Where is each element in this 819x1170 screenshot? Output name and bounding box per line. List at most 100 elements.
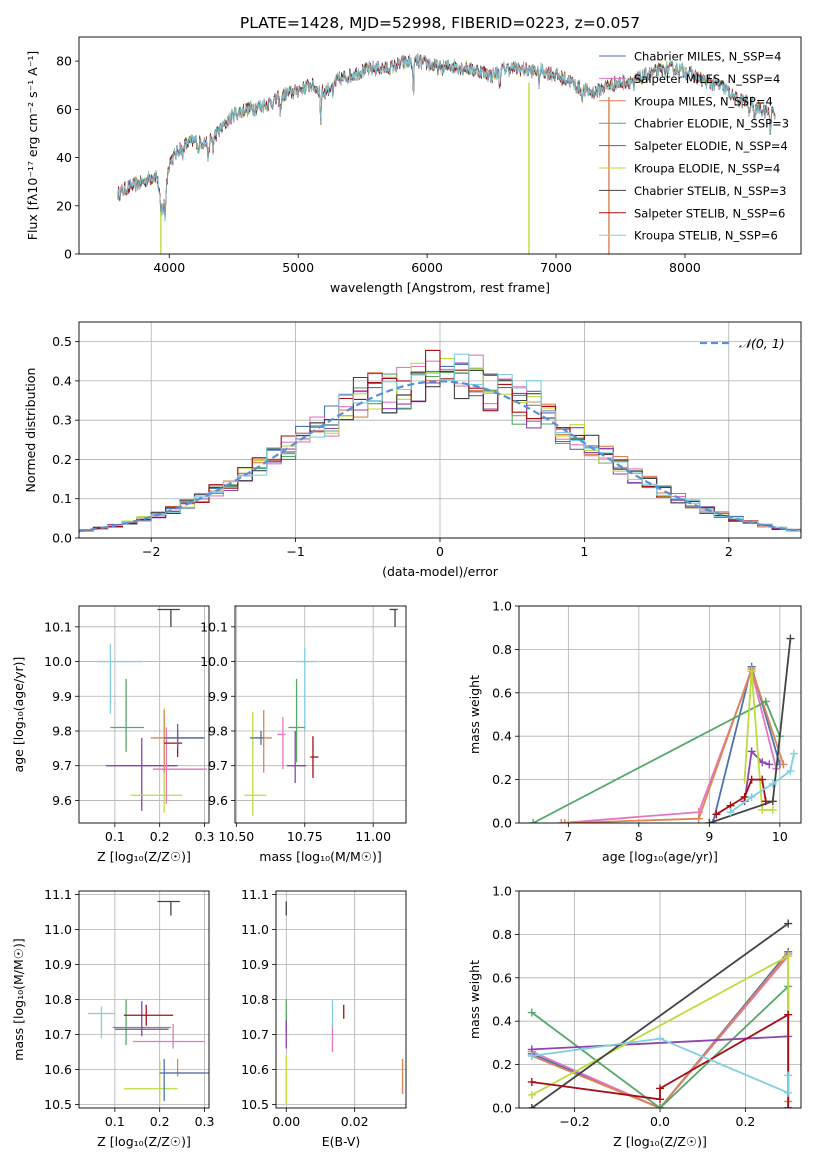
y-tick-label: 0.8 xyxy=(492,927,512,942)
x-axis-label: Z [log₁₀(Z/Z☉)] xyxy=(97,1134,191,1149)
weight-point-marker xyxy=(656,1095,664,1104)
age_vs_mass-panel: 10.50 10.75 11.00 9.6 9.7 9.8 9.9 10.0 10.1 mass … xyxy=(200,605,407,864)
y-tick-label: 10.5 xyxy=(241,1097,269,1112)
y-tick-label: 10.8 xyxy=(44,992,72,1007)
y-tick-label: 0.8 xyxy=(492,642,512,657)
y-tick-label: 10.6 xyxy=(44,1062,72,1077)
spectrum-lines xyxy=(117,53,776,254)
x-tick-label: −2 xyxy=(142,544,160,559)
y-tick-label: 0.4 xyxy=(492,729,512,744)
x-tick-label: 0.00 xyxy=(272,1114,300,1129)
x-tick-label: 8 xyxy=(635,829,643,844)
y-tick-label: 10.5 xyxy=(44,1097,72,1112)
y-tick-label: 9.9 xyxy=(208,689,228,704)
x-tick-label: 0.3 xyxy=(195,829,215,844)
x-tick-label: 10.50 xyxy=(218,829,254,844)
legend-label: 𝒩(0, 1) xyxy=(739,336,785,351)
x-tick-label: 0.2 xyxy=(736,1114,756,1129)
y-tick-label: 60 xyxy=(56,102,72,117)
y-tick-label: 0.2 xyxy=(492,772,512,787)
x-tick-label: −1 xyxy=(286,544,304,559)
histograms xyxy=(79,349,801,534)
y-tick-label: 9.7 xyxy=(52,758,72,773)
legend-label: Salpeter ELODIE, N_SSP=4 xyxy=(634,139,788,153)
figure-title: PLATE=1428, MJD=52998, FIBERID=0223, z=0… xyxy=(240,14,640,32)
weight-point-marker xyxy=(784,952,793,961)
y-tick-label: 40 xyxy=(56,150,72,165)
weight-point-marker xyxy=(784,1088,793,1097)
y-tick-label: 0.4 xyxy=(492,1014,512,1029)
y-tick-label: 10.7 xyxy=(44,1027,72,1042)
y-tick-label: 0.0 xyxy=(492,1101,512,1116)
weight-point-marker xyxy=(656,1034,664,1043)
mass_weight_vs_age-panel: 7 8 9 10 0.0 0.2 0.4 0.6 0.8 1.0 age [log₁₀(age/yr… xyxy=(467,599,802,864)
y-tick-label: 80 xyxy=(56,54,72,69)
y-tick-label: 10.6 xyxy=(241,1062,269,1077)
weight-point-marker xyxy=(779,760,788,769)
y-axis-label: mass weight xyxy=(467,675,482,754)
weight-lines xyxy=(527,919,793,1108)
weight-point-marker xyxy=(527,1008,536,1017)
y-tick-label: 11.1 xyxy=(241,887,269,902)
x-axis-label: age [log₁₀(age/yr)] xyxy=(602,849,718,864)
x-tick-label: 10 xyxy=(772,829,788,844)
x-tick-label: −0.2 xyxy=(559,1114,589,1129)
residuals-legend: 𝒩(0, 1) xyxy=(700,336,785,351)
y-tick-label: 10.9 xyxy=(241,957,269,972)
y-tick-label: 1.0 xyxy=(492,599,512,614)
errorbar-points xyxy=(285,901,404,1105)
weight-point-marker xyxy=(656,1084,664,1093)
weight-point-marker xyxy=(726,808,735,817)
axes-spine xyxy=(518,890,802,1109)
x-tick-label: 1 xyxy=(580,544,588,559)
weight-point-marker xyxy=(527,1051,536,1060)
weight-point-marker xyxy=(784,919,793,928)
x-tick-label: 6000 xyxy=(411,260,443,275)
y-tick-label: 10.7 xyxy=(241,1027,269,1042)
legend-label: Salpeter STELIB, N_SSP=6 xyxy=(634,206,785,220)
legend-label: Salpeter MILES, N_SSP=4 xyxy=(634,72,780,86)
y-tick-label: 10.0 xyxy=(200,654,228,669)
y-axis-label: age [log₁₀(age/yr)] xyxy=(11,657,26,773)
legend-label: Chabrier MILES, N_SSP=4 xyxy=(634,50,781,64)
weight-point-marker xyxy=(761,797,770,806)
weight-point-marker xyxy=(768,805,777,814)
spectrum-legend: Chabrier MILES, N_SSP=4 Salpeter MILES, N… xyxy=(599,50,789,243)
x-tick-label: 7000 xyxy=(540,260,572,275)
y-tick-label: 11.1 xyxy=(44,887,72,902)
weight-series-line xyxy=(531,955,789,1108)
errorbar-points xyxy=(244,608,398,817)
weight-point-marker xyxy=(694,814,703,823)
y-axis-label: mass [log₁₀(M/M☉)] xyxy=(11,938,26,1060)
weight-point-marker xyxy=(557,819,566,823)
x-axis-label: (data-model)/error xyxy=(382,564,499,579)
y-tick-label: 10.0 xyxy=(44,654,72,669)
x-tick-label: 0.1 xyxy=(105,829,125,844)
y-tick-label: 0.1 xyxy=(52,491,72,506)
age_vs_Z-panel: 0.1 0.2 0.3 9.6 9.7 9.8 9.9 10.0 10.1 Z [log₁₀(Z/… xyxy=(11,605,215,864)
axes-spine xyxy=(78,36,802,255)
weight-series-line xyxy=(564,668,785,823)
axes-spine xyxy=(78,890,210,1109)
y-tick-label: 0.6 xyxy=(492,970,512,985)
x-tick-label: 2 xyxy=(725,544,733,559)
y-axis-label: mass weight xyxy=(467,960,482,1039)
y-tick-label: 9.6 xyxy=(52,793,72,808)
x-axis-label: Z [log₁₀(Z/Z☉)] xyxy=(97,849,191,864)
y-tick-label: 0.6 xyxy=(492,685,512,700)
x-tick-label: 9 xyxy=(705,829,713,844)
x-tick-label: 0.3 xyxy=(195,1114,215,1129)
weight-point-marker xyxy=(740,792,749,801)
mass_vs_Z-panel: 0.1 0.2 0.3 10.5 10.6 10.7 10.8 10.9 11.0 11.1 Z [… xyxy=(11,887,214,1149)
x-tick-label: 0.0 xyxy=(650,1114,670,1129)
legend-label: Kroupa STELIB, N_SSP=6 xyxy=(634,229,778,243)
y-tick-label: 9.8 xyxy=(208,723,228,738)
y-tick-label: 0.3 xyxy=(52,413,72,428)
weight-series-line xyxy=(531,922,789,1108)
y-tick-label: 0.0 xyxy=(492,816,512,831)
x-tick-label: 0 xyxy=(436,544,444,559)
weight-point-marker xyxy=(705,819,714,823)
weight-point-marker xyxy=(768,797,777,806)
weight-point-marker xyxy=(560,819,569,823)
